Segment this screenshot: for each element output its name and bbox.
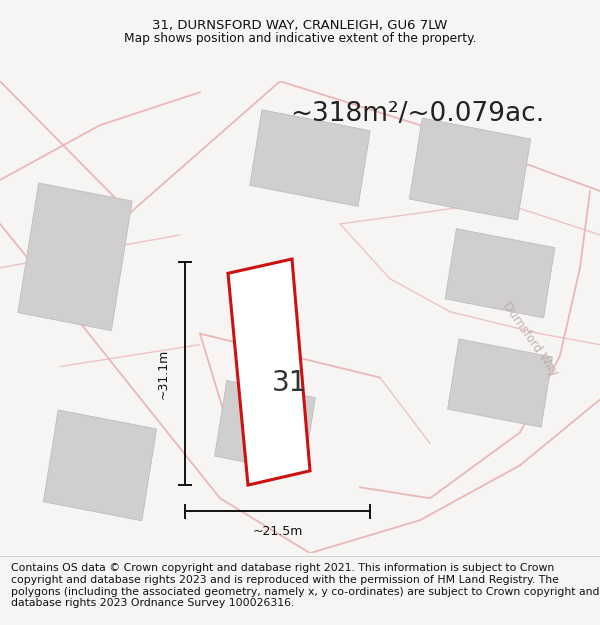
Polygon shape [250,110,370,206]
Text: 31: 31 [272,369,308,397]
Polygon shape [43,410,157,521]
Text: Durnsford Way: Durnsford Way [500,299,560,379]
Polygon shape [215,381,316,473]
Text: ~21.5m: ~21.5m [253,524,302,538]
Text: 31, DURNSFORD WAY, CRANLEIGH, GU6 7LW: 31, DURNSFORD WAY, CRANLEIGH, GU6 7LW [152,19,448,31]
Text: ~318m²/~0.079ac.: ~318m²/~0.079ac. [290,101,544,127]
Polygon shape [409,118,530,220]
Polygon shape [448,339,553,428]
Text: Contains OS data © Crown copyright and database right 2021. This information is : Contains OS data © Crown copyright and d… [11,563,599,608]
Text: Map shows position and indicative extent of the property.: Map shows position and indicative extent… [124,32,476,45]
Polygon shape [228,259,310,485]
Polygon shape [18,183,132,331]
Text: ~31.1m: ~31.1m [157,349,170,399]
Polygon shape [445,229,555,318]
